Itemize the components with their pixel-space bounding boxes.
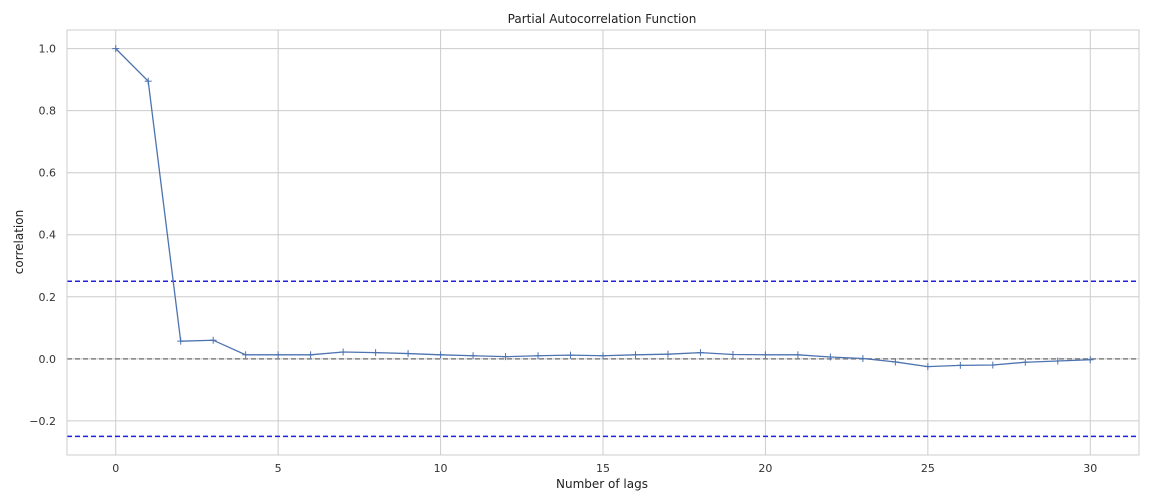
x-tick-label: 25	[921, 462, 935, 475]
data-point	[696, 349, 704, 357]
data-point	[891, 358, 899, 366]
data-point	[924, 363, 932, 371]
data-point	[664, 350, 672, 358]
x-tick-label: 15	[596, 462, 610, 475]
chart-title: Partial Autocorrelation Function	[508, 12, 697, 26]
plot-frame	[66, 29, 1140, 456]
y-tick-label: 0.2	[39, 291, 57, 304]
data-point	[502, 353, 510, 361]
data-point	[274, 351, 282, 359]
data-point	[1021, 358, 1029, 366]
data-point	[339, 348, 347, 356]
x-tick-label: 0	[112, 462, 119, 475]
data-point	[112, 45, 120, 53]
data-point	[209, 336, 217, 344]
y-tick-label: 0.8	[39, 105, 57, 118]
data-point	[599, 352, 607, 360]
data-point	[729, 350, 737, 358]
data-point	[859, 355, 867, 363]
x-tick-label: 5	[275, 462, 282, 475]
data-point	[761, 351, 769, 359]
data-point	[177, 337, 185, 345]
y-tick-label: 0.4	[39, 229, 57, 242]
y-tick-label: 0.6	[39, 167, 57, 180]
x-axis-ticks: 0 5 10 15 20 25 30	[112, 462, 1097, 475]
data-point	[242, 351, 250, 359]
data-point	[631, 351, 639, 359]
data-point	[826, 353, 834, 361]
y-axis-ticks: −0.2 0.0 0.2 0.4 0.6 0.8 1.0	[29, 43, 56, 428]
data-point	[1054, 357, 1062, 365]
y-axis-title: correlation	[12, 210, 26, 274]
y-tick-label: 1.0	[39, 43, 57, 56]
data-point	[989, 361, 997, 369]
grid	[67, 30, 1139, 455]
y-tick-label: 0.0	[39, 353, 57, 366]
data-point	[437, 351, 445, 359]
y-tick-label: −0.2	[29, 415, 56, 428]
data-point	[144, 77, 152, 85]
data-point	[469, 352, 477, 360]
x-tick-label: 20	[758, 462, 772, 475]
data-point	[956, 361, 964, 369]
data-point	[794, 351, 802, 359]
x-tick-label: 30	[1083, 462, 1097, 475]
series-layer	[112, 45, 1094, 371]
x-axis-title: Number of lags	[556, 477, 648, 491]
x-tick-label: 10	[434, 462, 448, 475]
data-point	[1086, 356, 1094, 364]
data-point	[534, 352, 542, 360]
data-point	[372, 349, 380, 357]
data-point	[567, 351, 575, 359]
data-point	[307, 351, 315, 359]
data-point	[404, 350, 412, 358]
